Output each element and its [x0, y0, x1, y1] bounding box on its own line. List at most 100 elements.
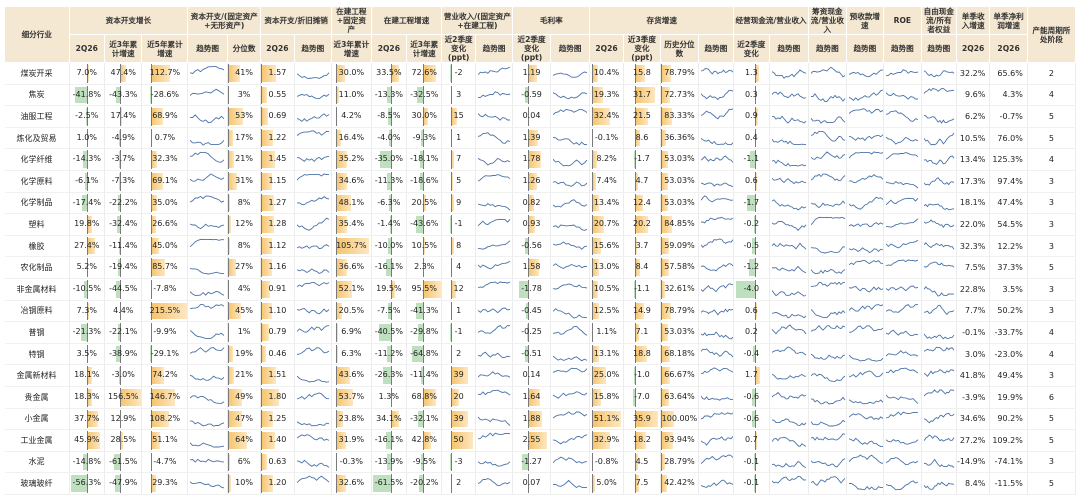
capex-5y-value: 51.1% [152, 435, 177, 444]
fcf-eq-trend [921, 451, 956, 473]
inv-2q26: 15.6% [590, 235, 623, 257]
capex-dep-2q26-axis [261, 453, 262, 472]
capex-assets-trend-path [190, 67, 224, 74]
gm-trend [550, 235, 590, 257]
capex-assets-trend-line [190, 281, 226, 297]
capex-assets-pctile-value: 49% [235, 392, 253, 401]
roe-trend-path [886, 304, 918, 312]
prepay-trend [846, 149, 884, 171]
inv-trend-line [701, 432, 734, 448]
gm-trend [550, 322, 590, 344]
capex-3y-value: -11.4% [109, 241, 137, 250]
ocf-chg: 0.2 [734, 322, 769, 344]
fcf-eq-trend-line [924, 130, 956, 146]
cip-growth-2q26: -4.0% [371, 127, 406, 149]
subheader-ocf-1: 趋势图 [769, 35, 809, 63]
gm-trend [550, 170, 590, 192]
ocf-chg-value: 0.6 [745, 176, 758, 185]
capex-dep-2q26: 1.80 [261, 386, 294, 408]
gm-trend-line [553, 367, 589, 383]
inv-3q-chg: 8.4 [623, 257, 661, 279]
capex-dep-2q26-value: 1.10 [268, 306, 286, 315]
gm-chg-value: -1.78 [521, 284, 542, 293]
ocf-trend-path [772, 116, 806, 123]
rev-ratio-trend-line [478, 411, 512, 427]
rev-q-growth: -3.9% [957, 386, 990, 408]
ocf-chg: -1.2 [734, 257, 769, 279]
rev-q-growth: 32.3% [957, 235, 990, 257]
fcf-eq-trend [921, 343, 956, 365]
inv-2q26-axis [592, 172, 593, 191]
capacity-stage: 3 [1027, 365, 1075, 387]
capex-assets-trend-path [190, 331, 224, 339]
capex-dep-trend-line [297, 151, 331, 167]
capex-assets-pctile-value: 8% [238, 241, 251, 250]
capex-dep-2q26-value: 0.46 [268, 349, 286, 358]
capex-assets-trend-path [190, 482, 224, 488]
rev-ratio-trend-path [478, 159, 510, 166]
capex-5y: 45.0% [142, 235, 188, 257]
roe-trend-line [886, 475, 920, 491]
inv-trend-line [701, 367, 734, 383]
rev-ratio-chg-value: -3 [455, 457, 463, 466]
fcf-rev-trend-line [811, 108, 846, 124]
capex-dep-2q26-axis [261, 323, 262, 342]
cip-ratio-3y-axis [336, 302, 337, 321]
roe-trend-line [886, 411, 920, 427]
inv-3q-chg-value: -1.7 [634, 154, 650, 163]
ocf-trend-path [772, 477, 806, 484]
capex-assets-pctile: 31% [227, 170, 260, 192]
capex-dep-2q26-value: 1.12 [268, 241, 286, 250]
fcf-eq-trend [921, 322, 956, 344]
fcf-eq-trend-path [924, 220, 954, 227]
fcf-rev-trend [809, 473, 847, 495]
cip-growth-2q26-value: 34.1% [376, 414, 401, 423]
cip-growth-2q26: 19.5% [371, 278, 406, 300]
rev-ratio-chg-value: 2 [456, 478, 461, 487]
inv-2q26-value: 19.3% [594, 90, 619, 99]
rev-q-growth: 3.0% [957, 343, 990, 365]
ocf-trend-line [772, 65, 808, 81]
capex-assets-trend-line [190, 87, 226, 103]
cip-ratio-3y: 43.6% [332, 365, 372, 387]
inv-pctile-axis [661, 388, 662, 407]
fcf-rev-trend-line [811, 151, 846, 167]
capex-dep-2q26: 0.69 [261, 106, 294, 128]
capex-5y-value: -28.6% [151, 90, 179, 99]
roe-trend [884, 214, 922, 236]
capex-assets-trend-line [190, 108, 226, 124]
roe-trend [884, 127, 922, 149]
capex-dep-trend-line [297, 303, 331, 319]
capex-5y: 85.7% [142, 257, 188, 279]
capex-assets-pctile-value: 31% [235, 176, 253, 185]
gm-trend [550, 214, 590, 236]
capex-dep-trend-line [297, 87, 331, 103]
roe-trend [884, 430, 922, 452]
industry-name: 煤炭开采 [5, 63, 70, 85]
capex-2q26: 18.3% [69, 386, 104, 408]
inv-pctile-value: 78.79% [664, 68, 695, 77]
capex-3y: 17.4% [104, 106, 142, 128]
gm-chg-value: -0.56 [521, 241, 542, 250]
rev-q-growth: 18.1% [957, 192, 990, 214]
capex-dep-trend-path [297, 174, 329, 180]
prepay-trend-line [849, 346, 884, 362]
industry-name: 工业金属 [5, 430, 70, 452]
industry-name: 化学制品 [5, 192, 70, 214]
capex-dep-2q26-axis [261, 215, 262, 234]
fcf-eq-trend-line [924, 389, 956, 405]
rev-ratio-chg-axis [451, 431, 452, 450]
fcf-rev-trend-path [811, 93, 845, 101]
fcf-eq-trend-line [924, 346, 956, 362]
fcf-rev-trend [809, 106, 847, 128]
gm-trend-line [553, 475, 589, 491]
prepay-trend [846, 257, 884, 279]
rev-ratio-chg-axis [451, 172, 452, 191]
fcf-eq-trend [921, 365, 956, 387]
capex-dep-trend [294, 408, 332, 430]
gm-trend-path [553, 137, 587, 145]
capex-dep-2q26: 1.15 [261, 170, 294, 192]
capex-assets-trend-line [190, 432, 226, 448]
